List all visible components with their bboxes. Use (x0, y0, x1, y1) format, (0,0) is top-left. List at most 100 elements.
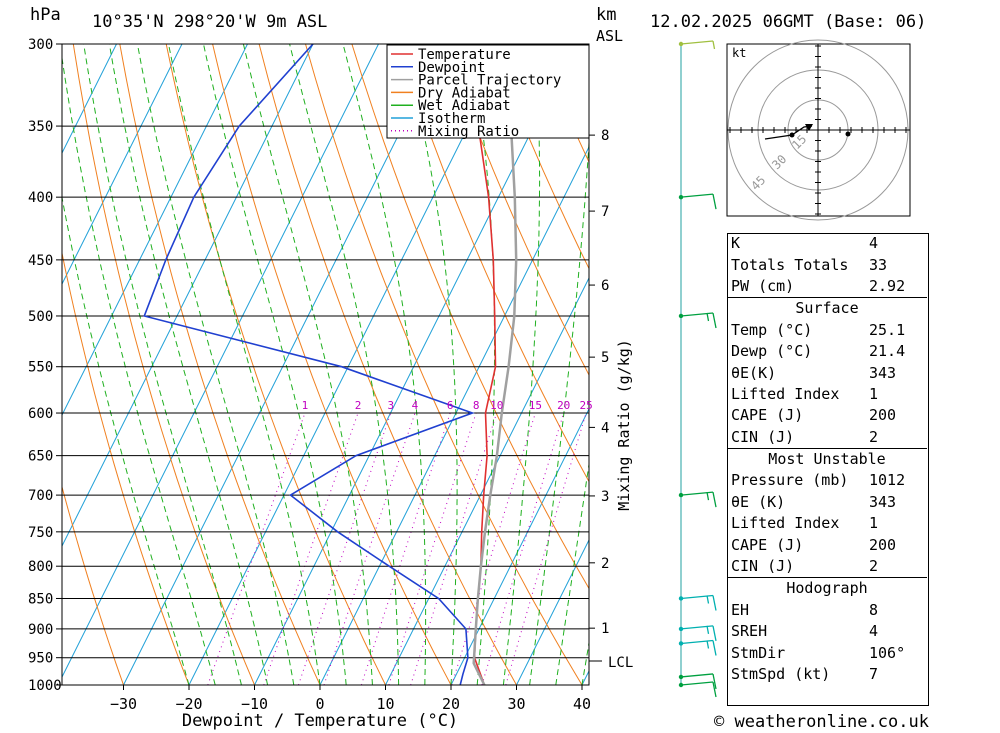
indices-frame (727, 233, 929, 706)
x-label--10: −10 (241, 695, 268, 713)
wind-barb-half (706, 640, 710, 649)
wet-adiabat (581, 639, 589, 685)
hodo-sreh: SREH 4 (731, 622, 879, 641)
dry-adiabat (490, 44, 589, 270)
km-tick-labels: 1 2 3 4 5 6 7 8 (589, 128, 609, 637)
km-label-7: 7 (601, 204, 609, 220)
pressure-label-400: 400 (28, 190, 53, 206)
hodograph-unit-label: kt (732, 46, 746, 60)
mixing-ratio-label-4: 4 (412, 399, 419, 412)
km-label-8: 8 (601, 128, 609, 144)
wet-adiabat (83, 44, 242, 685)
pressure-label-550: 550 (28, 360, 53, 376)
wind-barb-shaft (680, 312, 714, 317)
mixing-ratio-axis-label: Mixing Ratio (g/kg) (615, 339, 633, 511)
x-label-20: 20 (442, 695, 460, 713)
datetime-title: 12.02.2025 06GMT (Base: 06) (650, 12, 926, 32)
pressure-label-500: 500 (28, 309, 53, 325)
mixing-ratio-line-15 (451, 412, 536, 685)
wet-adiabat (342, 44, 427, 685)
legend-label-4: Wet Adiabat (418, 98, 511, 114)
mixing-ratio-label-3: 3 (388, 399, 395, 412)
isotherm-30 (516, 538, 589, 685)
legend-label-3: Dry Adiabat (418, 85, 511, 101)
pressure-label-850: 850 (28, 591, 53, 607)
hodo-eh: EH 8 (731, 600, 879, 619)
km-label: km (596, 5, 616, 25)
surface-cape: CAPE (J) 200 (731, 406, 897, 425)
wind-barb-shaft (680, 491, 714, 496)
surface-temp: Temp (°C) 25.1 (731, 320, 906, 339)
isotherm--20 (188, 44, 510, 685)
mixing-ratio-label-15: 15 (529, 399, 542, 412)
mixing-ratio-label-6: 6 (447, 399, 454, 412)
pressure-label-650: 650 (28, 449, 53, 465)
wind-barb-half (712, 40, 716, 50)
hodograph-marker (805, 124, 813, 131)
km-label-1: 1 (601, 621, 609, 637)
mixing-ratio-label-25: 25 (580, 399, 593, 412)
mu-pressure: Pressure (mb) 1012 (731, 471, 906, 490)
legend-label-0: Temperature (418, 47, 511, 63)
wind-barb-half (706, 625, 710, 635)
index-row-totals: Totals Totals 33 (731, 255, 888, 274)
wet-adiabat (168, 44, 321, 685)
wind-barb-flag (712, 194, 717, 210)
mixing-ratio-line-1 (207, 412, 306, 685)
legend-label-1: Dewpoint (418, 60, 485, 76)
isotherm--30 (123, 44, 445, 685)
mixing-ratio-labels: 1 2 3 4 6 8 10 15 20 25 (302, 399, 593, 412)
legend-label-6: Mixing Ratio (418, 124, 519, 140)
km-label-6: 6 (601, 278, 609, 294)
wind-barb-flag (712, 595, 717, 611)
wind-barb-shaft (680, 673, 714, 678)
mu-theta: θE (K) 343 (731, 492, 897, 511)
pressure-label-600: 600 (28, 406, 53, 422)
mixing-ratio-line-8 (388, 412, 477, 685)
x-label-40: 40 (573, 695, 591, 713)
pressure-label-700: 700 (28, 488, 53, 504)
pressure-label-750: 750 (28, 525, 53, 541)
plot-frame (61, 43, 590, 686)
location-title: 10°35'N 298°20'W 9m ASL (92, 12, 327, 32)
isotherm-0 (319, 145, 589, 685)
pressure-label-1000: 1000 (28, 678, 62, 694)
wind-barb-flag (712, 312, 717, 329)
km-label-5: 5 (601, 350, 609, 366)
pressure-label-900: 900 (28, 622, 53, 638)
temperature-tick-labels: −30 −20 −10 0 10 20 30 40 (110, 685, 591, 713)
pressure-label-800: 800 (28, 559, 53, 575)
mixing-ratio-label-20: 20 (557, 399, 570, 412)
legend-box (386, 44, 590, 139)
mixing-ratio-label-10: 10 (490, 399, 503, 412)
wind-barb-shaft (680, 40, 714, 45)
mixing-ratio-line-3 (298, 412, 392, 685)
trace-dewpoint (143, 44, 475, 685)
x-label-0: 0 (315, 695, 324, 713)
pressure-label-350: 350 (28, 119, 53, 135)
hpa-label: hPa (30, 5, 61, 25)
hodo-stmspd: StmSpd (kt) 7 (731, 665, 879, 683)
x-label--20: −20 (175, 695, 202, 713)
isotherm--70 (62, 44, 183, 286)
legend-label-5: Isotherm (418, 111, 485, 127)
wind-barb-shaft (680, 639, 714, 645)
x-label-10: 10 (376, 695, 394, 713)
wind-barb-flag (712, 491, 717, 508)
asl-label: ASL (596, 27, 623, 45)
hodo-title: Hodograph (786, 579, 868, 598)
index-row-pw: PW (cm) 2.92 (727, 276, 927, 298)
wind-barb-shaft (680, 681, 714, 686)
mu-cin: CIN (J) 2 (727, 556, 927, 578)
pressure-label-300: 300 (28, 37, 53, 53)
dry-adiabat (305, 44, 583, 685)
mixing-ratio-lines (207, 412, 587, 685)
isotherm--80 (62, 44, 117, 155)
mixing-ratio-label-2: 2 (355, 399, 362, 412)
isotherm-20 (450, 407, 589, 685)
trace-parcel-trajectory (472, 44, 518, 685)
surface-theta: θE(K) 343 (731, 363, 897, 382)
